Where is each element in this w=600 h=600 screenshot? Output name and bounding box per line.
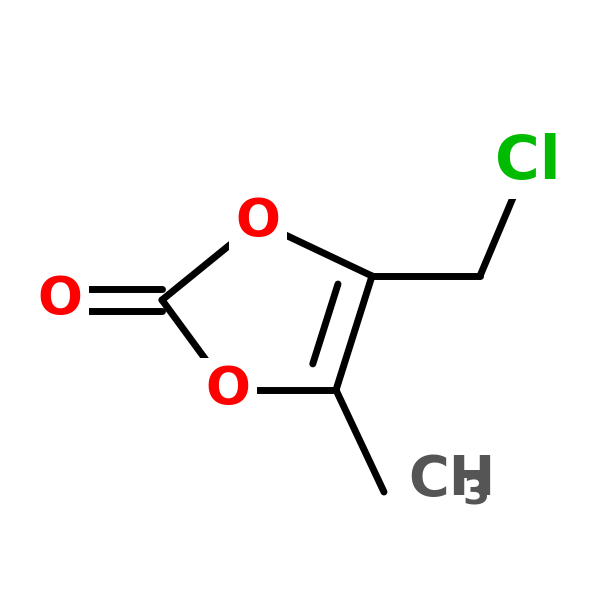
Text: O: O	[38, 274, 82, 326]
Text: O: O	[206, 364, 250, 416]
Text: 3: 3	[462, 474, 489, 512]
Text: Cl: Cl	[495, 133, 561, 191]
Text: CH: CH	[408, 453, 495, 507]
Text: O: O	[236, 196, 280, 248]
